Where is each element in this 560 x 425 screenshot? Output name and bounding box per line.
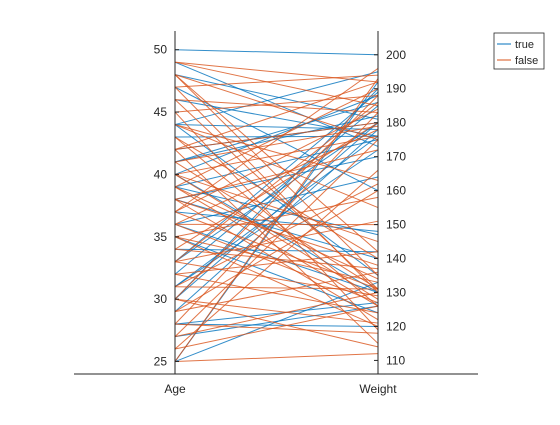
axis-weight-tick-label: 200 — [386, 48, 406, 62]
series-false-line — [175, 184, 378, 287]
legend-label-true: true — [515, 39, 534, 51]
axis-weight-tick-label: 110 — [386, 353, 405, 367]
axis-weight-tick-label: 140 — [386, 252, 406, 266]
axis-age-tick-label: 40 — [154, 167, 168, 181]
legend: true false — [494, 33, 544, 69]
category-label-weight: Weight — [359, 382, 397, 396]
series-true-line — [175, 102, 378, 162]
category-label-age: Age — [164, 382, 186, 396]
series-true-line — [175, 123, 378, 299]
axis-weight-tick-label: 150 — [386, 218, 406, 232]
series-true-line — [175, 224, 378, 292]
axis-weight-tick-label: 120 — [386, 319, 406, 333]
series-false-line — [175, 100, 378, 113]
series-false-line — [175, 123, 378, 250]
axis-weight-tick-label: 170 — [386, 150, 406, 164]
series-false-line — [175, 354, 378, 362]
legend-label-false: false — [515, 55, 538, 67]
axis-age-tick-label: 25 — [154, 355, 168, 369]
axes: 25 30 35 40 45 50 Age 110 120 130 140 150 160 170 180 1… — [74, 31, 478, 396]
axis-age-tick-label: 35 — [154, 230, 168, 244]
data-lines — [175, 50, 378, 362]
series-false-line — [175, 62, 378, 82]
axis-weight-tick-label: 130 — [386, 285, 406, 299]
series-false-line — [175, 262, 378, 296]
axis-age-tick-label: 50 — [154, 43, 168, 57]
series-false-line — [175, 306, 378, 349]
series-true-line — [175, 50, 378, 55]
axis-weight-tick-label: 160 — [386, 184, 406, 198]
axis-age-tick-label: 30 — [154, 292, 168, 306]
axis-age-tick-label: 45 — [154, 105, 168, 119]
axis-weight-tick-label: 180 — [386, 116, 406, 130]
axis-weight-tick-label: 190 — [386, 82, 406, 96]
